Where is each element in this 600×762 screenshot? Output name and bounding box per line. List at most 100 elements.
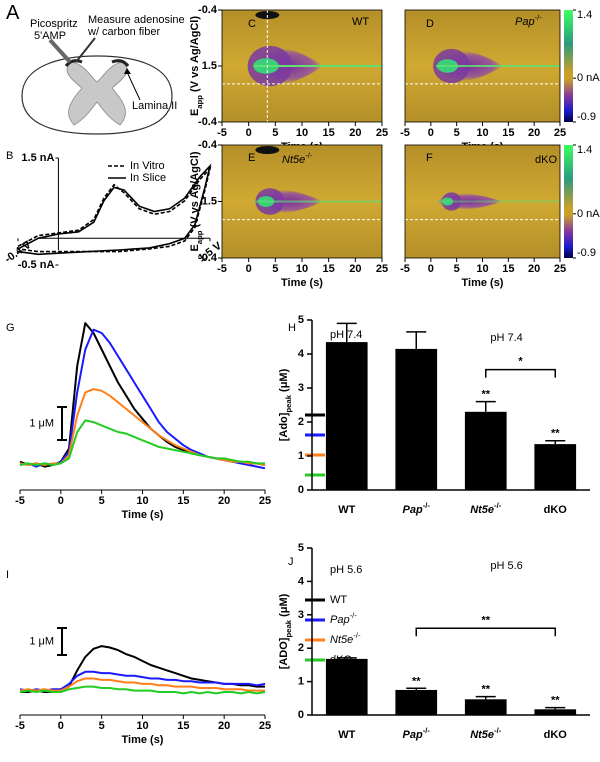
bar: [395, 689, 438, 715]
y-tick-label: 3: [298, 382, 304, 394]
colorbar-label: -0.9: [577, 247, 596, 259]
y-tick-label: -0.4: [198, 252, 218, 264]
y-tick-label: -0.4: [198, 4, 218, 16]
y-axis-label: [Ado]peak (μM): [278, 368, 293, 441]
panel-letter: I: [6, 569, 9, 581]
y-tick-label: 0: [298, 709, 304, 721]
x-axis-label: Time (s): [122, 734, 164, 746]
trace: [20, 645, 265, 693]
significance: **: [481, 389, 490, 401]
colorbar: [564, 145, 573, 258]
x-tick-label: 25: [376, 127, 388, 139]
x-tick-label: 0: [428, 263, 434, 275]
annotation: pH 5.6: [330, 564, 362, 576]
x-tick-label: 5: [272, 263, 278, 275]
y-axis-label: Eapp (V vs Ag/AgCl): [189, 151, 204, 251]
trace: [19, 677, 265, 692]
trace: [19, 388, 266, 466]
x-tick-label: 10: [296, 127, 308, 139]
x-tick-label: 25: [259, 720, 271, 732]
x-tick-label: 10: [136, 720, 148, 732]
x-tick-label: 15: [323, 263, 335, 275]
x-tick-label: -5: [400, 263, 410, 275]
label: Picospritz: [30, 18, 78, 30]
arrow-head: [124, 68, 131, 74]
significance: **: [481, 684, 490, 696]
x-tick-label: 0: [58, 720, 64, 732]
heatmap-image: [405, 10, 560, 122]
legend-label: Pap-/-: [330, 611, 357, 626]
colorbar-label: 1.4: [577, 144, 592, 156]
trace: [19, 685, 266, 695]
x-tick-label: 25: [554, 263, 566, 275]
x-tick-label: 25: [259, 495, 271, 507]
y-tick-label: 5: [298, 314, 304, 326]
bar: [325, 658, 368, 715]
bar: [534, 709, 577, 715]
cv-trace: [17, 163, 212, 256]
bar: [534, 444, 577, 490]
bar: [395, 348, 438, 490]
x-axis-label: Time (s): [281, 277, 323, 289]
panel-letter: B: [6, 150, 13, 162]
label: Measure adenosine: [88, 14, 185, 26]
schematic: A Picospritz 5'AMP Measure adenosine w/ …: [6, 2, 185, 135]
legend-label: Nt5e-/-: [330, 631, 361, 646]
y-tick-label: 2: [298, 642, 304, 654]
x-tick-label: 15: [502, 263, 514, 275]
heatmap-title: WT: [352, 16, 369, 28]
y-tick-label: 1.5: [202, 60, 217, 72]
x-tick-label: 25: [554, 127, 566, 139]
x-tick-label: -5: [15, 720, 25, 732]
x-tick-label: 20: [528, 127, 540, 139]
x-tick-label: 20: [218, 495, 230, 507]
annotation: pH 5.6: [490, 560, 522, 572]
significance: **: [551, 695, 560, 707]
panel-letter: F: [426, 152, 433, 164]
label: 5'AMP: [34, 30, 66, 42]
y-tick-label: -0.5 nA: [18, 259, 55, 271]
y-tick-label: 0: [298, 484, 304, 496]
cv-trace: [17, 165, 212, 253]
x-tick-label: 20: [349, 263, 361, 275]
x-tick-label: 10: [476, 127, 488, 139]
x-tick-label: 5: [454, 263, 460, 275]
bracket-label: **: [481, 614, 490, 626]
x-tick-label: 10: [136, 495, 148, 507]
legend-label: In Slice: [130, 172, 166, 184]
x-tick-label: -5: [217, 127, 227, 139]
trace: [19, 419, 265, 466]
x-tick-label: 5: [272, 127, 278, 139]
bracket: [485, 368, 556, 378]
y-tick-label: 4: [298, 348, 305, 360]
dark-spot: [255, 146, 280, 154]
x-tick-label: 20: [349, 127, 361, 139]
gray-matter: [66, 61, 128, 126]
x-tick-label: Nt5e-/-: [470, 726, 502, 741]
heatmap-image: [405, 145, 560, 258]
x-tick-label: dKO: [544, 729, 568, 741]
x-tick-label: 0: [246, 263, 252, 275]
colorbar-label: 1.4: [577, 9, 592, 21]
panel-letter: G: [6, 322, 15, 334]
y-tick-label: 3: [298, 609, 304, 621]
scale-label: 1 μM: [29, 417, 54, 429]
legend-label: In Vitro: [130, 160, 165, 172]
label: w/ carbon fiber: [87, 26, 160, 38]
bar: [464, 411, 507, 490]
panel-letter: J: [288, 556, 294, 568]
x-tick-label: 5: [99, 495, 105, 507]
trace: [19, 670, 266, 692]
x-tick-label: 15: [177, 720, 189, 732]
bracket-label: *: [518, 356, 523, 368]
x-axis-label: Time (s): [462, 277, 504, 289]
arrow: [126, 71, 141, 101]
x-tick-label: WT: [338, 729, 355, 741]
colorbar-label: 0 nA: [577, 208, 600, 220]
x-tick-label: -5: [400, 127, 410, 139]
y-axis-label: Eapp (V vs Ag/AgCl): [189, 16, 204, 116]
x-tick-label: -5: [217, 263, 227, 275]
x-tick-label: 25: [376, 263, 388, 275]
